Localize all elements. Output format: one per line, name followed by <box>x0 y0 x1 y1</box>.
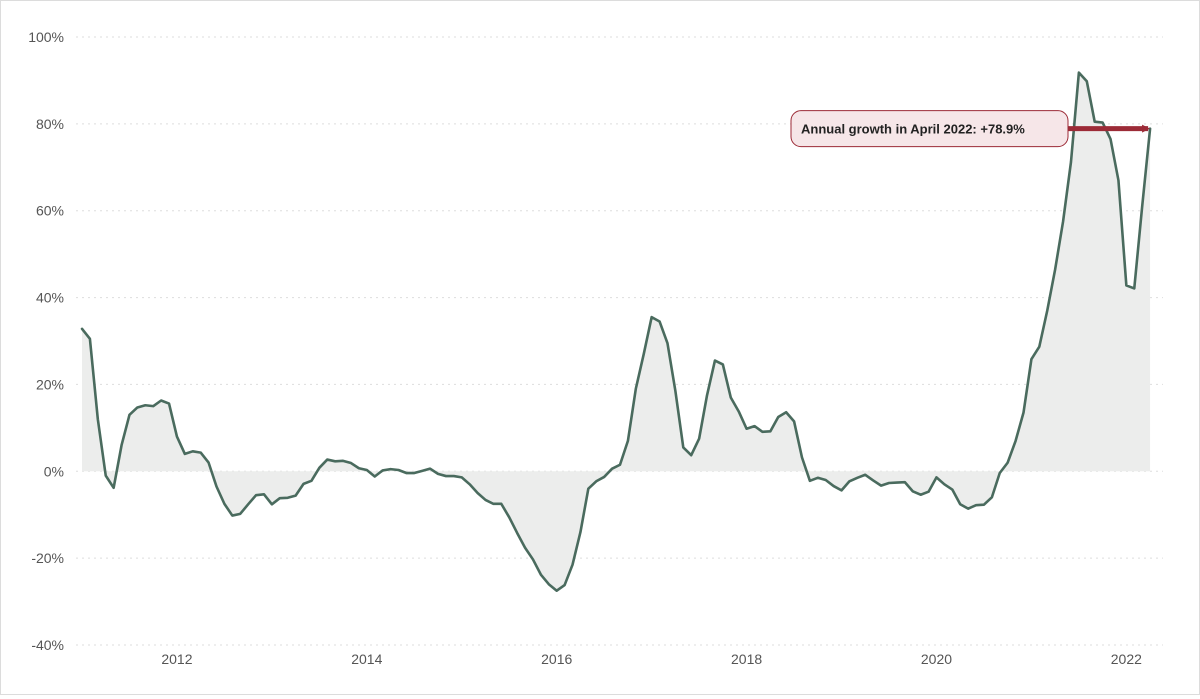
x-tick-label: 2014 <box>351 651 382 667</box>
y-tick-label: 20% <box>36 376 64 392</box>
series-line <box>80 71 1152 593</box>
y-tick-label: -20% <box>31 550 64 566</box>
annotation: Annual growth in April 2022: +78.9% <box>790 110 1151 148</box>
x-axis: 2012 2014 2016 2018 2020 2022 <box>161 651 1142 667</box>
y-tick-label: -40% <box>31 637 64 653</box>
x-tick-label: 2022 <box>1111 651 1142 667</box>
x-tick-label: 2016 <box>541 651 572 667</box>
y-tick-label: 80% <box>36 116 64 132</box>
annotation-callout <box>790 110 1069 148</box>
y-tick-label: 60% <box>36 203 64 219</box>
annotation-text: Annual growth in April 2022: +78.9% <box>801 122 1025 137</box>
y-tick-label: 100% <box>28 29 64 45</box>
y-tick-label: 40% <box>36 290 64 306</box>
x-tick-label: 2018 <box>731 651 762 667</box>
y-axis: 100% 80% 60% 40% 20% 0% -20% -40% <box>28 29 64 653</box>
y-tick-label: 0% <box>44 463 64 479</box>
gridlines <box>76 36 1163 646</box>
x-tick-label: 2020 <box>921 651 952 667</box>
x-tick-label: 2012 <box>161 651 192 667</box>
